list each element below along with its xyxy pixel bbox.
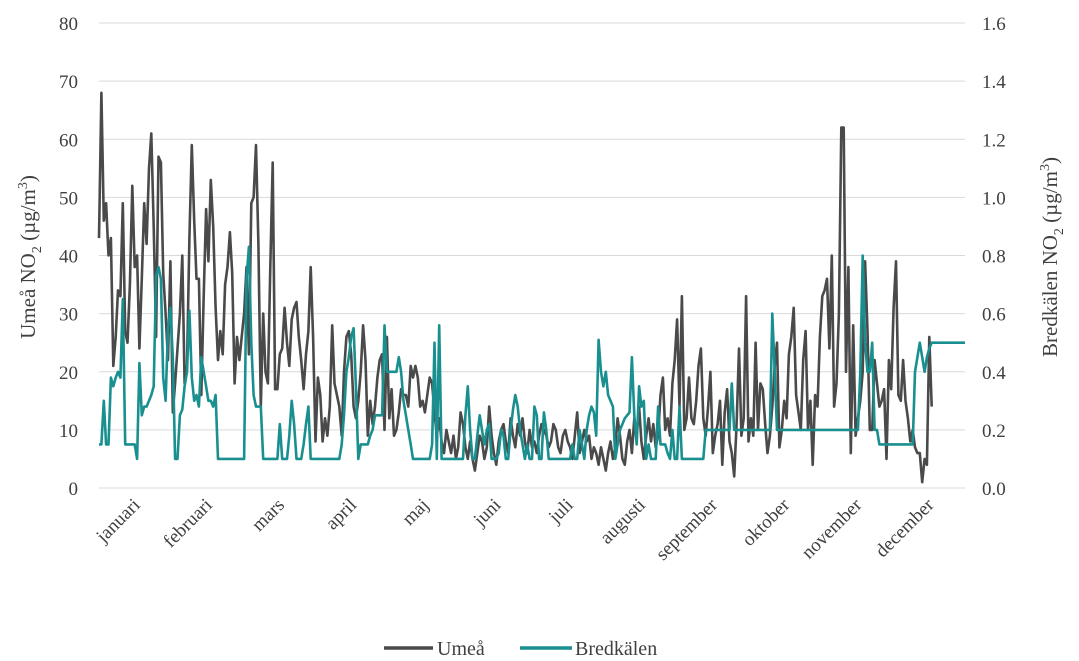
series-line-ume <box>97 91 933 484</box>
right-axis-tick-label: 1.4 <box>982 72 1006 93</box>
left-axis-tick-label: 20 <box>59 363 78 384</box>
x-axis-tick-label: augusti <box>596 495 650 549</box>
x-axis-tick-label: september <box>652 494 723 565</box>
right-axis-title-unit-post: ) <box>1038 157 1062 164</box>
left-axis-title-unit-post: ) <box>16 175 40 182</box>
left-axis-tick-labels: 0 10 20 30 40 50 60 70 80 <box>59 14 78 500</box>
x-axis-tick-label: juli <box>544 495 577 528</box>
left-axis-tick-label: 40 <box>59 247 78 268</box>
right-axis-tick-label: 0.4 <box>982 363 1006 384</box>
left-axis-tick-label: 80 <box>59 14 78 35</box>
legend-label-umea: Umeå <box>437 638 485 660</box>
left-axis-tick-label: 70 <box>59 72 78 93</box>
left-axis-title: Umeå NO2 (µg/m3) <box>16 175 45 339</box>
series-lines <box>97 91 965 484</box>
legend: Umeå Bredkälen <box>384 638 657 660</box>
right-axis-tick-label: 0.8 <box>982 247 1006 268</box>
right-axis-title-sub: 2 <box>1052 228 1067 235</box>
x-axis-tick-label: maj <box>398 495 433 530</box>
right-axis-tick-label: 0.0 <box>982 479 1006 500</box>
right-axis-tick-label: 1.0 <box>982 188 1006 209</box>
left-axis-tick-label: 30 <box>59 305 78 326</box>
left-axis-title-unit-pre: (µg/m <box>16 189 40 246</box>
x-axis-tick-label: november <box>798 494 867 563</box>
right-axis-title-unit-pre: (µg/m <box>1038 171 1062 228</box>
right-axis-tick-labels: 0.0 0.2 0.4 0.6 0.8 1.0 1.2 1.4 1.6 <box>982 14 1006 500</box>
right-axis-tick-label: 1.6 <box>982 14 1006 35</box>
left-axis-tick-label: 60 <box>59 130 78 151</box>
x-axis-tick-labels: januari februari mars april maj juni juli augus… <box>92 494 939 565</box>
left-axis-title-text: Umeå NO <box>16 253 40 339</box>
x-axis-tick-label: april <box>322 495 361 534</box>
x-axis-tick-label: januari <box>92 495 145 548</box>
x-axis-tick-label: juni <box>469 495 505 531</box>
left-axis-tick-label: 50 <box>59 188 78 209</box>
right-axis-title-sup: 3 <box>1038 164 1053 171</box>
x-axis-tick-label: mars <box>248 495 289 536</box>
x-axis-tick-label: oktober <box>738 494 794 550</box>
series-line-bredklen <box>99 245 965 461</box>
left-axis-title-sup: 3 <box>16 182 31 189</box>
left-axis-tick-label: 0 <box>69 479 79 500</box>
right-axis-tick-label: 0.2 <box>982 421 1006 442</box>
legend-label-bredkalen: Bredkälen <box>575 638 657 660</box>
right-axis-tick-label: 0.6 <box>982 305 1006 326</box>
left-axis-title-sub: 2 <box>30 246 45 253</box>
left-axis-tick-label: 10 <box>59 421 78 442</box>
right-axis-tick-label: 1.2 <box>982 130 1006 151</box>
right-axis-title-text: Bredkälen NO <box>1038 235 1062 357</box>
right-axis-title: Bredkälen NO2 (µg/m3) <box>1038 157 1067 357</box>
x-axis-tick-label: februari <box>159 495 216 552</box>
x-axis-tick-label: december <box>871 494 939 562</box>
